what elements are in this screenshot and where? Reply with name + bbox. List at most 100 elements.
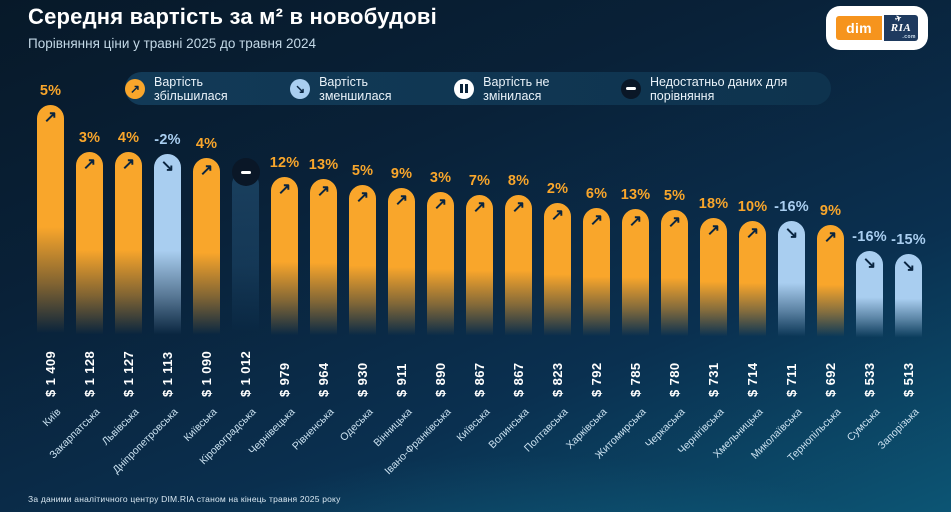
decrease-arrow-icon: ↘ bbox=[862, 255, 877, 273]
bar-value-label: $ 890 bbox=[432, 362, 448, 397]
chart-bar: ↗ bbox=[271, 176, 298, 340]
chart-bar: ↗ bbox=[427, 191, 454, 340]
decrease-arrow-icon: ↘ bbox=[784, 225, 799, 243]
ria-logo-box: RIA ✈ .com bbox=[884, 13, 918, 41]
bar-value-label: $ 1 090 bbox=[198, 350, 214, 397]
legend-bar: ↗ Вартість збільшилася ↘ Вартість зменши… bbox=[125, 72, 831, 105]
bar-value-label: $ 1 113 bbox=[159, 351, 175, 397]
bar-value-label: $ 1 128 bbox=[81, 350, 97, 397]
increase-arrow-icon: ↗ bbox=[628, 213, 643, 231]
bar-change-label: 13% bbox=[620, 187, 651, 204]
bar-change-label: 3% bbox=[78, 129, 101, 146]
chart-bar: ↗ bbox=[310, 179, 337, 340]
legend-label: Недостатньо даних для порівняння bbox=[650, 74, 788, 103]
bar-change-label: 2% bbox=[546, 180, 569, 197]
chart-bar: ↗ bbox=[739, 220, 766, 340]
chart-bar: ↗ bbox=[76, 151, 103, 340]
increase-arrow-icon: ↗ bbox=[823, 228, 838, 246]
bar-value-label: $ 731 bbox=[705, 362, 721, 397]
bar-value-label: $ 1 409 bbox=[42, 350, 58, 397]
increase-arrow-icon: ↗ bbox=[550, 206, 565, 224]
chart-bar: ↗ bbox=[115, 152, 142, 340]
chart-bar: ↘ bbox=[154, 154, 181, 340]
bar-value-label: $ 964 bbox=[315, 362, 331, 397]
bar-value-label: $ 1 127 bbox=[120, 350, 136, 397]
chart-bar: ↗ bbox=[661, 209, 688, 340]
bar-change-label: 7% bbox=[468, 173, 491, 190]
bar-value-label: $ 867 bbox=[510, 362, 526, 397]
bar-change-label: 8% bbox=[507, 173, 530, 190]
decrease-arrow-icon: ↘ bbox=[160, 158, 175, 176]
increase-arrow-icon: ↗ bbox=[121, 156, 136, 174]
legend-item-unchanged: Вартість не змінилася bbox=[454, 75, 595, 103]
bar-change-label: 5% bbox=[39, 83, 62, 99]
increase-arrow-icon: ↗ bbox=[43, 109, 58, 126]
increase-arrow-icon: ↗ bbox=[589, 211, 604, 229]
minus-glyph bbox=[626, 87, 637, 90]
increase-arrow-icon: ↗ bbox=[667, 213, 682, 231]
increase-arrow-icon: ↗ bbox=[511, 199, 526, 217]
bar-value-label: $ 792 bbox=[588, 362, 604, 397]
bar-change-label: 9% bbox=[819, 202, 842, 219]
chart-bar: ↗ bbox=[700, 218, 727, 340]
bar-value-label: $ 692 bbox=[822, 362, 838, 397]
legend-item-increase: ↗ Вартість збільшилася bbox=[125, 75, 264, 103]
decrease-arrow-icon: ↘ bbox=[901, 258, 916, 276]
ria-logo-text: RIA bbox=[890, 22, 912, 34]
page-title: Середня вартість за м² в новобудові bbox=[28, 4, 437, 29]
bar-value-label: $ 513 bbox=[900, 362, 916, 397]
increase-arrow-icon: ↗ bbox=[316, 183, 331, 201]
bar-change-label: -2% bbox=[154, 132, 181, 149]
bar-change-label: 6% bbox=[585, 185, 608, 202]
increase-arrow-icon: ↗ bbox=[472, 199, 487, 217]
pause-icon bbox=[454, 78, 475, 99]
bar-change-label: 5% bbox=[663, 187, 686, 204]
bar-value-label: $ 930 bbox=[354, 362, 370, 397]
legend-label: Вартість збільшилася bbox=[154, 74, 228, 103]
legend-label: Вартість зменшилася bbox=[319, 74, 392, 103]
bar-value-label: $ 867 bbox=[471, 362, 487, 397]
chart-bar bbox=[232, 171, 259, 340]
bar-value-label: $ 979 bbox=[276, 362, 292, 397]
increase-arrow-icon: ↗ bbox=[433, 195, 448, 213]
chart-bar: ↘ bbox=[895, 254, 922, 340]
dimria-logo: dim RIA ✈ .com bbox=[826, 6, 928, 50]
source-note: За даними аналітичного центру DIM.RIA ст… bbox=[28, 494, 341, 504]
ria-com-text: .com bbox=[902, 34, 916, 40]
arrow-up-right-icon: ↗ bbox=[125, 78, 145, 99]
chart-bar: ↗ bbox=[583, 207, 610, 340]
bar-change-label: 4% bbox=[195, 136, 218, 153]
legend-item-decrease: ↘ Вартість зменшилася bbox=[290, 75, 428, 103]
bar-value-label: $ 711 bbox=[783, 363, 799, 397]
increase-arrow-icon: ↗ bbox=[277, 180, 292, 198]
chart-bar: ↗ bbox=[349, 184, 376, 340]
no-data-circle-icon bbox=[231, 158, 260, 187]
chart-bar: ↗ bbox=[622, 209, 649, 340]
bar-value-label: $ 780 bbox=[666, 362, 682, 397]
chart-bar: ↗ bbox=[544, 202, 571, 340]
legend-label: Вартість не змінилася bbox=[483, 74, 550, 103]
bar-change-label: -16% bbox=[852, 229, 887, 246]
increase-arrow-icon: ↗ bbox=[745, 224, 760, 242]
bar-value-label: $ 785 bbox=[627, 362, 643, 397]
chart-bar: ↗ bbox=[37, 105, 64, 340]
arrow-glyph: ↗ bbox=[129, 81, 141, 96]
increase-arrow-icon: ↗ bbox=[394, 192, 409, 210]
chart-bar: ↗ bbox=[388, 188, 415, 340]
bar-change-label: -16% bbox=[774, 199, 809, 216]
bar-value-label: $ 823 bbox=[549, 362, 565, 397]
bar-change-label: 3% bbox=[429, 169, 452, 186]
chart-bar: ↗ bbox=[193, 158, 220, 340]
bar-change-label: 13% bbox=[308, 157, 339, 174]
bar-change-label: 9% bbox=[390, 166, 413, 183]
chart-bar: ↘ bbox=[856, 251, 883, 340]
increase-arrow-icon: ↗ bbox=[355, 188, 370, 206]
arrow-down-right-icon: ↘ bbox=[290, 78, 311, 99]
increase-arrow-icon: ↗ bbox=[82, 155, 97, 173]
minus-icon bbox=[621, 78, 642, 99]
bar-change-label: 4% bbox=[117, 130, 140, 147]
bar-value-label: $ 533 bbox=[861, 362, 877, 397]
bar-value-label: $ 911 bbox=[393, 363, 409, 397]
